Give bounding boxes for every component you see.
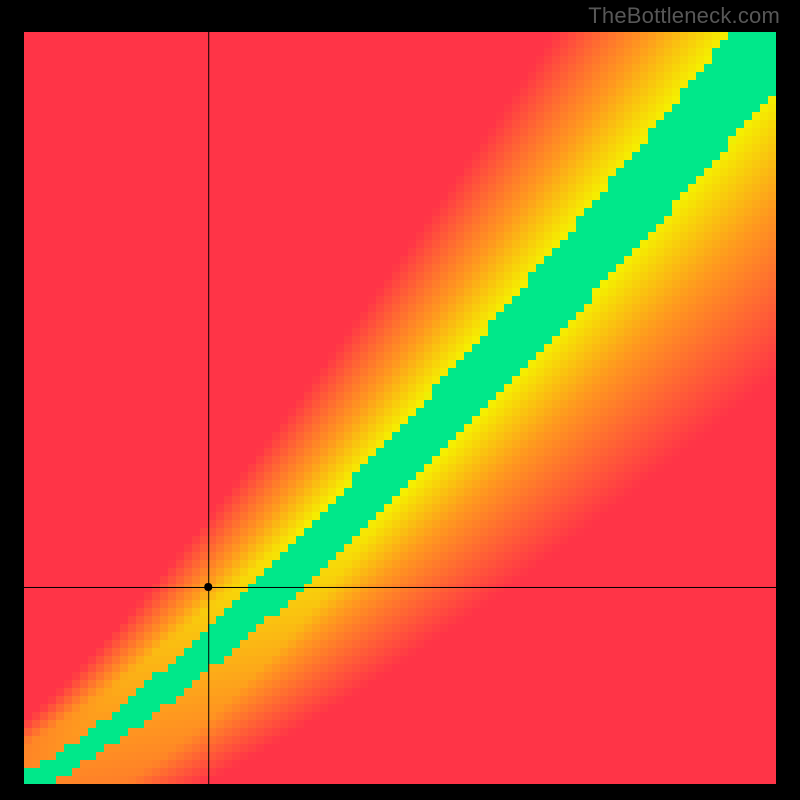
heatmap-canvas: [24, 32, 776, 784]
chart-container: TheBottleneck.com: [0, 0, 800, 800]
heatmap-plot: [24, 32, 776, 784]
watermark-text: TheBottleneck.com: [588, 3, 780, 29]
